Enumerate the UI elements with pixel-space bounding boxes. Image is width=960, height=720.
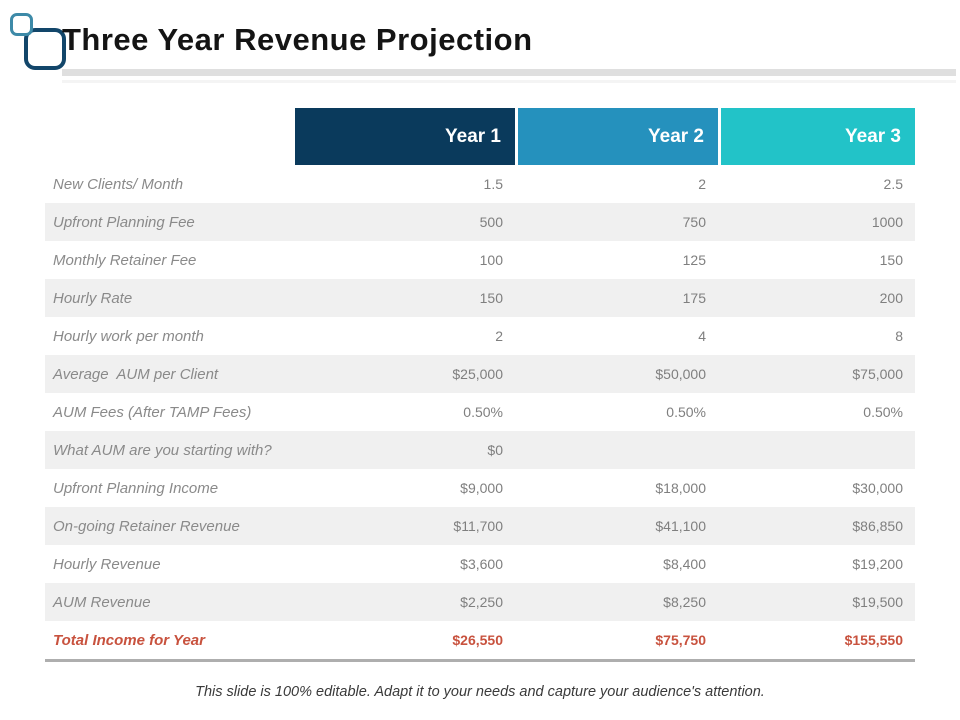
overlapping-squares-icon (8, 10, 68, 72)
row-value: $19,500 (718, 583, 915, 621)
large-square-icon (24, 28, 66, 70)
row-value: 500 (295, 203, 515, 241)
row-value: $75,750 (655, 632, 706, 648)
row-value: 2 (495, 328, 503, 344)
row-value: $155,550 (844, 632, 903, 648)
row-value: 4 (698, 328, 706, 344)
table-row: Average AUM per Client $25,000 $50,000 $75,… (45, 355, 915, 393)
row-value: $9,000 (460, 480, 503, 496)
table-row: What AUM are you starting with? $0 (45, 431, 915, 469)
header-year-1: Year 1 (295, 108, 515, 165)
row-value: $0 (295, 431, 515, 469)
row-value: 750 (515, 203, 718, 241)
table-row: Monthly Retainer Fee 100 125 150 (45, 241, 915, 279)
row-value: $8,250 (515, 583, 718, 621)
row-value: $41,100 (515, 507, 718, 545)
row-value: $50,000 (515, 355, 718, 393)
row-value: $8,400 (663, 556, 706, 572)
table-row-total: Total Income for Year $26,550 $75,750 $155,… (45, 621, 915, 659)
row-label: Hourly Revenue (53, 555, 161, 573)
row-value: 175 (515, 279, 718, 317)
table-row: Hourly Revenue $3,600 $8,400 $19,200 (45, 545, 915, 583)
row-value: $18,000 (655, 480, 706, 496)
row-value: 2 (698, 176, 706, 192)
row-value: $3,600 (460, 556, 503, 572)
row-value: $19,200 (852, 556, 903, 572)
row-value: $26,550 (452, 632, 503, 648)
row-value: $86,850 (718, 507, 915, 545)
footer-note: This slide is 100% editable. Adapt it to… (195, 684, 765, 700)
header-spacer-cell (45, 108, 295, 165)
row-label: Hourly work per month (53, 327, 204, 345)
row-label: AUM Fees (After TAMP Fees) (53, 403, 252, 421)
table-header-row: Year 1 Year 2 Year 3 (45, 108, 915, 165)
header-year-3: Year 3 (718, 108, 915, 165)
row-value: $2,250 (295, 583, 515, 621)
row-label: On-going Retainer Revenue (45, 507, 295, 545)
small-square-icon (10, 13, 33, 36)
row-label: AUM Revenue (45, 583, 295, 621)
row-label: Monthly Retainer Fee (53, 251, 197, 269)
header-year-2: Year 2 (515, 108, 718, 165)
title-divider (62, 69, 956, 76)
table-row: AUM Revenue $2,250 $8,250 $19,500 (45, 583, 915, 621)
row-value: $30,000 (852, 480, 903, 496)
row-label: Upfront Planning Income (53, 479, 219, 497)
table-row: New Clients/ Month 1.5 2 2.5 (45, 165, 915, 203)
table-row: AUM Fees (After TAMP Fees) 0.50% 0.50% 0.50… (45, 393, 915, 431)
row-value (718, 431, 915, 469)
row-value: 1.5 (483, 176, 503, 192)
table-row: Hourly work per month 2 4 8 (45, 317, 915, 355)
row-label: Hourly Rate (45, 279, 295, 317)
row-label: New Clients/ Month (53, 175, 184, 193)
row-value: 150 (879, 252, 903, 268)
row-label: Average AUM per Client (45, 355, 295, 393)
row-label: Upfront Planning Fee (45, 203, 295, 241)
row-value: 0.50% (666, 404, 706, 420)
row-value: 2.5 (883, 176, 903, 192)
row-label: What AUM are you starting with? (45, 431, 295, 469)
table-row: On-going Retainer Revenue $11,700 $41,100 $… (45, 507, 915, 545)
row-value: $11,700 (295, 507, 515, 545)
row-value: $75,000 (718, 355, 915, 393)
row-value: 125 (682, 252, 706, 268)
row-value: 8 (895, 328, 903, 344)
table-row: Upfront Planning Fee 500 750 1000 (45, 203, 915, 241)
row-value: 0.50% (863, 404, 903, 420)
table-body: New Clients/ Month 1.5 2 2.5 Upfront Plannin… (45, 165, 915, 659)
row-value: 200 (718, 279, 915, 317)
row-value: $25,000 (295, 355, 515, 393)
row-label: Total Income for Year (53, 631, 205, 649)
row-value: 150 (295, 279, 515, 317)
row-value (515, 431, 718, 469)
row-value: 1000 (718, 203, 915, 241)
table-row: Upfront Planning Income $9,000 $18,000 $30,… (45, 469, 915, 507)
row-value: 0.50% (463, 404, 503, 420)
page-title: Three Year Revenue Projection (62, 22, 533, 57)
row-value: 100 (479, 252, 503, 268)
revenue-projection-table: Year 1 Year 2 Year 3 New Clients/ Month 1… (45, 108, 915, 662)
table-row: Hourly Rate 150 175 200 (45, 279, 915, 317)
title-divider-shadow (62, 80, 956, 83)
